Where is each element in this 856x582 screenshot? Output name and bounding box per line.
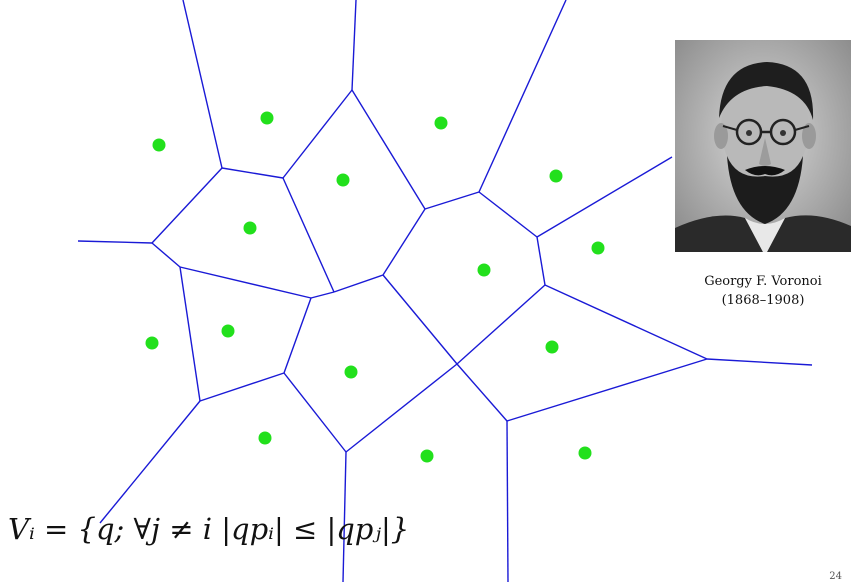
caption-years: (1868–1908) [721, 293, 805, 308]
voronoi-site-6 [243, 221, 257, 235]
voronoi-edge-30 [283, 372, 347, 453]
voronoi-edge-6 [424, 191, 480, 210]
voronoi-cell-formula: Vᵢ = {q; ∀j ≠ i |qpᵢ| ≤ |qpⱼ|} [8, 512, 410, 546]
voronoi-edge-5 [351, 89, 426, 210]
voronoi-site-11 [545, 340, 559, 354]
voronoi-site-13 [258, 431, 272, 445]
voronoi-edge-16 [506, 420, 509, 582]
voronoi-edge-8 [478, 191, 538, 238]
voronoi-edge-17 [382, 274, 458, 365]
voronoi-edge-22 [179, 266, 312, 299]
voronoi-edge-32 [342, 451, 347, 582]
voronoi-edge-3 [282, 89, 353, 179]
voronoi-edge-20 [282, 177, 335, 293]
voronoi-edge-27 [199, 372, 285, 402]
voronoi-edge-1 [182, 0, 223, 169]
voronoi-site-1 [260, 111, 274, 125]
voronoi-site-10 [145, 336, 159, 350]
voronoi-edge-9 [536, 156, 673, 238]
voronoi-site-8 [477, 263, 491, 277]
voronoi-portrait [675, 40, 851, 252]
page-number: 24 [829, 571, 842, 582]
voronoi-edge-12 [706, 358, 813, 366]
voronoi-edge-13 [506, 358, 708, 422]
voronoi-edge-15 [456, 363, 508, 422]
voronoi-edge-19 [333, 274, 384, 293]
voronoi-edge-25 [77, 240, 153, 244]
voronoi-site-7 [591, 241, 605, 255]
voronoi-edge-14 [456, 284, 546, 365]
voronoi-site-15 [578, 446, 592, 460]
voronoi-site-14 [420, 449, 434, 463]
voronoi-site-9 [221, 324, 235, 338]
voronoi-edge-24 [151, 167, 223, 244]
voronoi-edge-21 [310, 291, 335, 299]
voronoi-edge-28 [283, 297, 312, 374]
voronoi-site-12 [344, 365, 358, 379]
voronoi-edges [77, 0, 813, 582]
caption-name: Georgy F. Voronoi [704, 274, 822, 289]
voronoi-edge-4 [351, 0, 357, 91]
voronoi-edge-31 [345, 363, 458, 453]
voronoi-site-4 [336, 173, 350, 187]
voronoi-site-3 [434, 116, 448, 130]
voronoi-edge-29 [99, 400, 201, 524]
voronoi-edge-26 [179, 266, 201, 402]
voronoi-site-2 [152, 138, 166, 152]
voronoi-site-5 [549, 169, 563, 183]
voronoi-edge-2 [221, 167, 284, 179]
voronoi-edge-11 [544, 284, 708, 360]
voronoi-edge-10 [536, 236, 546, 286]
voronoi-edge-7 [478, 0, 567, 193]
voronoi-edge-23 [151, 242, 181, 268]
portrait-caption: Georgy F. Voronoi (1868–1908) [665, 272, 856, 310]
voronoi-sites [145, 111, 605, 463]
voronoi-edge-18 [382, 208, 426, 276]
